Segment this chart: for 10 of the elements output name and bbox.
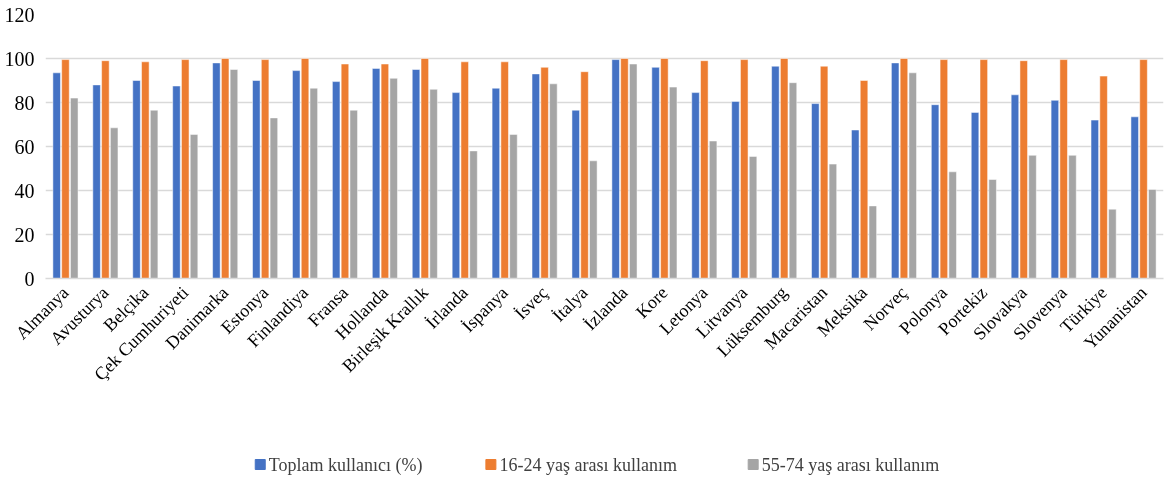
y-tick-label: 40 [14, 179, 35, 202]
legend-label: 16-24 yaş arası kullanım [499, 454, 677, 475]
legend-label: Toplam kullanıcı (%) [268, 454, 423, 476]
legend-label: 55-74 yaş arası kullanım [761, 454, 940, 475]
y-tick-label: 120 [4, 3, 35, 26]
y-tick-label: 0 [24, 267, 35, 290]
y-tick-label: 60 [14, 135, 35, 158]
y-tick-label: 80 [14, 91, 35, 114]
y-tick-label: 100 [4, 47, 35, 70]
y-tick-label: 20 [14, 223, 35, 246]
